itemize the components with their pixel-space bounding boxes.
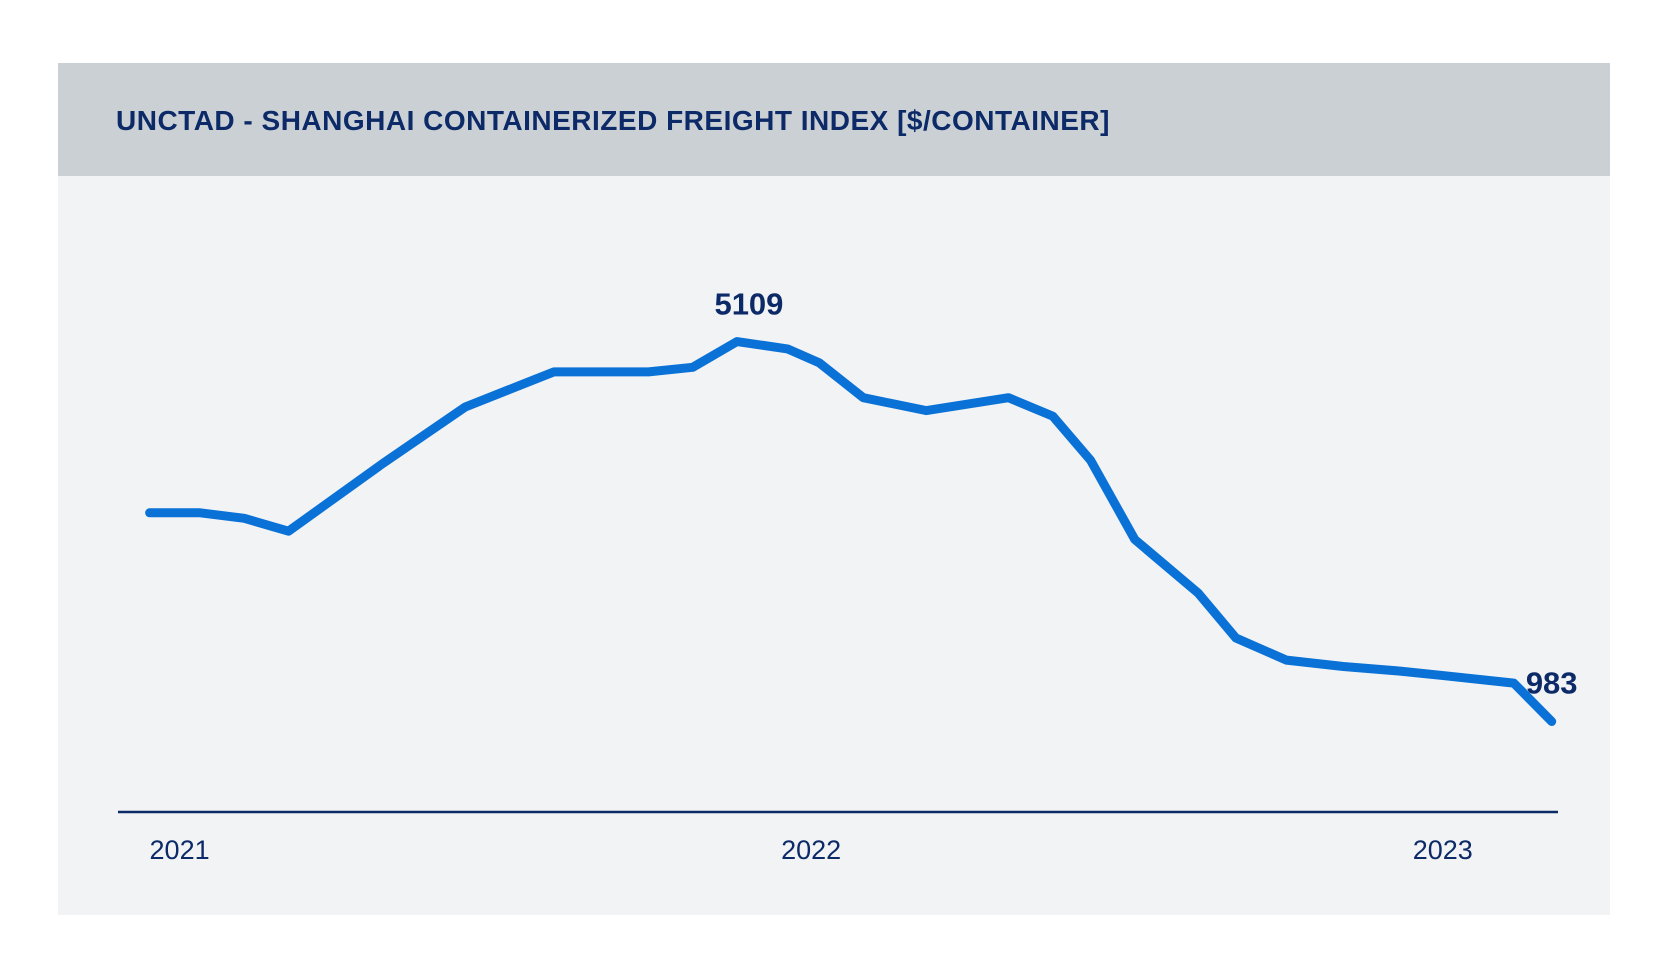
chart-header: UNCTAD - SHANGHAI CONTAINERIZED FREIGHT … [58, 63, 1610, 176]
x-tick-label-2022: 2022 [781, 835, 841, 865]
chart-title: UNCTAD - SHANGHAI CONTAINERIZED FREIGHT … [116, 105, 1110, 137]
data-label-983: 983 [1526, 666, 1578, 701]
chart-card: UNCTAD - SHANGHAI CONTAINERIZED FREIGHT … [58, 63, 1610, 915]
chart-title-rest: - SHANGHAI CONTAINERIZED FREIGHT INDEX [… [235, 105, 1110, 136]
data-label-5109: 5109 [714, 287, 783, 322]
chart-title-source: UNCTAD [116, 105, 236, 136]
series-line-0 [145, 337, 1557, 726]
x-tick-label-2023: 2023 [1413, 835, 1473, 865]
x-tick-label-2021: 2021 [150, 835, 210, 865]
